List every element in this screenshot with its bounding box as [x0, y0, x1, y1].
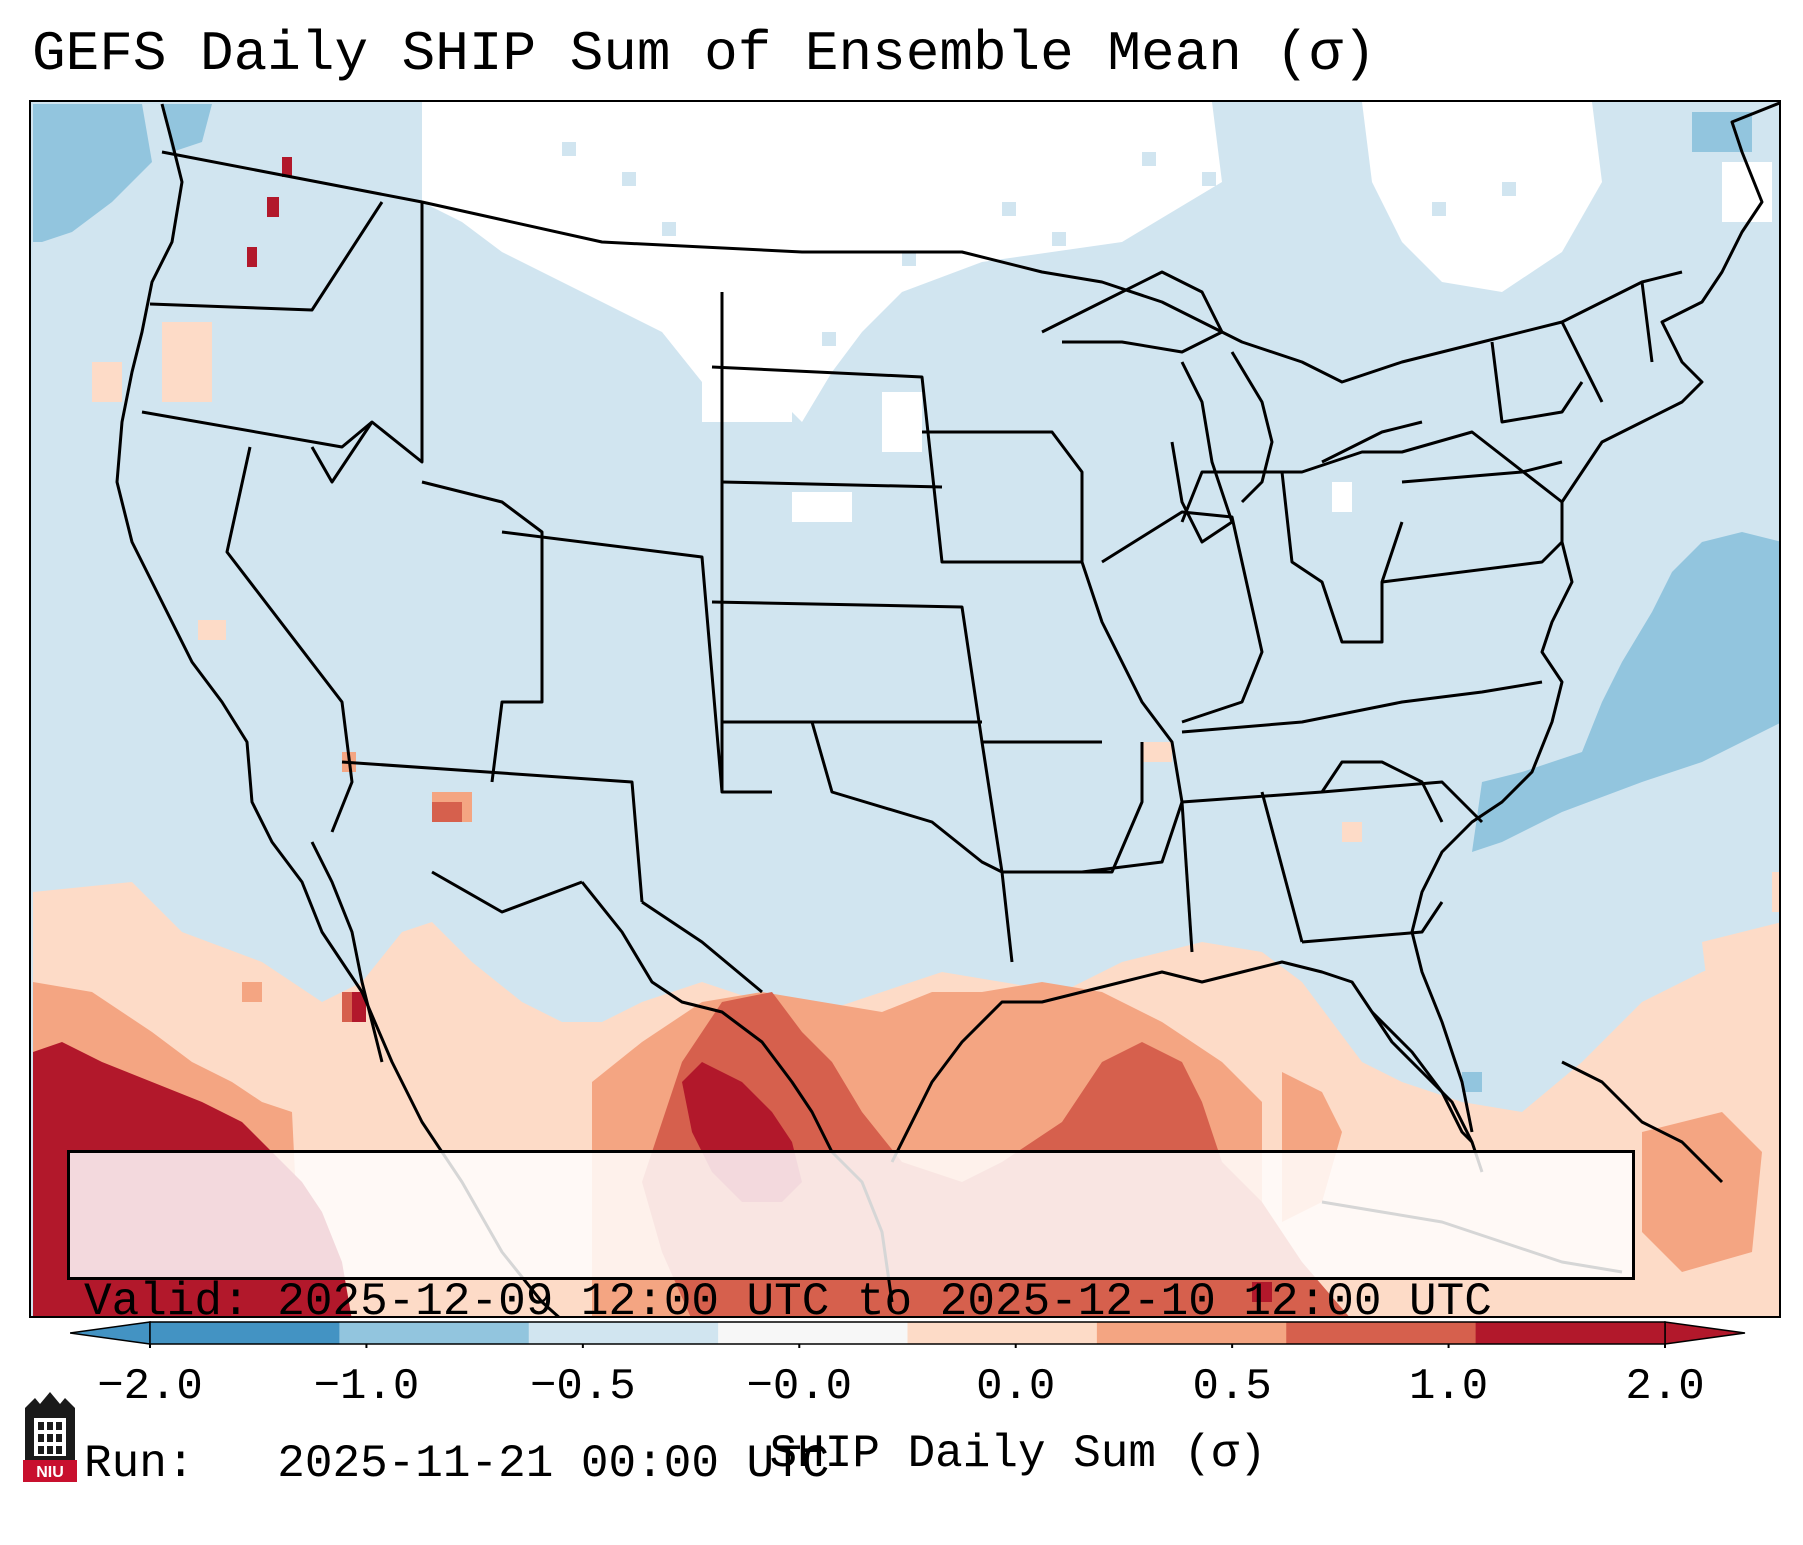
colorbar-segment [528, 1322, 719, 1344]
colorbar-segment [718, 1322, 908, 1344]
colorbar-segment [1286, 1322, 1477, 1344]
map-panel [29, 100, 1781, 1318]
run-label: Run: [84, 1438, 250, 1490]
colorbar-extend-low [70, 1321, 151, 1345]
niu-logo-text: NIU [36, 1464, 64, 1481]
colorbar-segment [339, 1322, 530, 1344]
colorbar-label: SHIP Daily Sum (σ) [769, 1428, 1267, 1480]
colorbar-segment [1475, 1322, 1666, 1344]
colorbar-outline [149, 1321, 1666, 1345]
niu-university-logo-icon: NIU [23, 1392, 77, 1482]
colorbar-segment [150, 1322, 340, 1344]
colorbar-tick-label: 0.5 [1192, 1362, 1272, 1412]
colorbar-tick-label: −0.0 [746, 1362, 853, 1412]
colorbar-tick-label: 1.0 [1408, 1362, 1489, 1412]
colorbar-segment [907, 1322, 1098, 1344]
colorbar-extend-high [1664, 1321, 1746, 1345]
scattered-blue-speckles [562, 142, 1516, 346]
valid-run-info-box: Valid: 2025-12-09 12:00 UTC to 2025-12-1… [67, 1150, 1635, 1490]
run-value: 2025-11-21 00:00 UTC [277, 1438, 830, 1490]
colorbar-tick-label: −0.5 [530, 1362, 636, 1412]
map-canvas [31, 102, 1779, 1316]
colorbar-tick-label: 2.0 [1625, 1362, 1705, 1412]
map-title: GEFS Daily SHIP Sum of Ensemble Mean (σ) [32, 22, 1377, 86]
valid-value: 2025-12-09 12:00 UTC to 2025-12-10 12:00… [277, 1276, 1492, 1328]
run-time-line: Run: 2025-11-21 00:00 UTC [84, 1437, 1618, 1491]
colorbar-tick-label: −1.0 [313, 1362, 420, 1412]
valid-label: Valid: [84, 1276, 250, 1328]
colorbar-segment [1096, 1322, 1287, 1344]
colorbar-tick-label: −2.0 [97, 1362, 203, 1412]
valid-time-line: Valid: 2025-12-09 12:00 UTC to 2025-12-1… [84, 1275, 1618, 1329]
colorbar [70, 1321, 1746, 1348]
colorbar-tick-label: 0.0 [976, 1362, 1056, 1412]
